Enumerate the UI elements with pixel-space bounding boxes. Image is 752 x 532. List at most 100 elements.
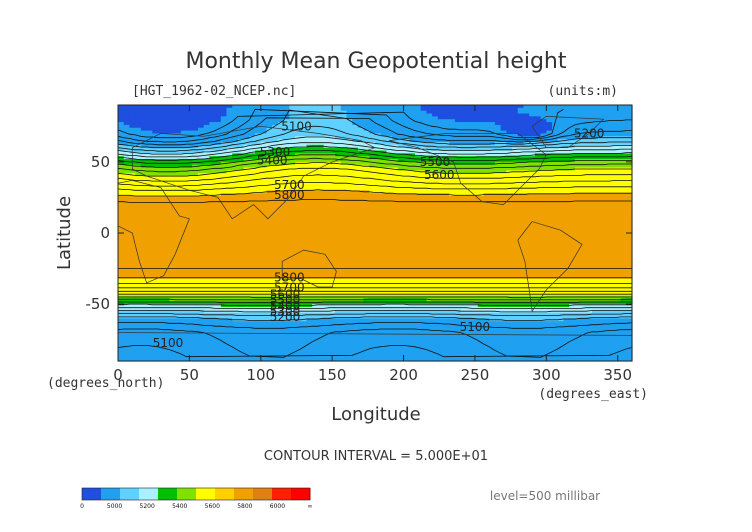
band-cell	[597, 198, 605, 203]
band-cell	[289, 176, 296, 180]
band-cell	[609, 218, 616, 223]
band-cell	[260, 261, 268, 265]
band-cell	[340, 218, 348, 223]
band-cell	[500, 159, 507, 163]
band-cell	[557, 252, 565, 257]
band-cell	[186, 130, 193, 135]
band-cell	[597, 127, 605, 132]
band-cell	[135, 198, 142, 203]
band-cell	[329, 190, 336, 194]
band-cell	[454, 122, 462, 126]
band-cell	[563, 130, 570, 135]
band-cell	[489, 173, 496, 177]
band-cell	[232, 147, 239, 152]
band-cell	[489, 204, 496, 208]
band-cell	[597, 176, 605, 180]
band-cell	[506, 116, 513, 120]
band-cell	[226, 255, 233, 260]
band-cell	[369, 184, 376, 189]
band-cell	[306, 250, 313, 254]
band-cell	[169, 230, 176, 234]
band-cell	[603, 224, 610, 228]
band-cell	[226, 133, 233, 137]
band-cell	[477, 244, 485, 248]
band-cell	[346, 244, 353, 248]
band-cell	[180, 139, 188, 143]
band-cell	[397, 230, 405, 234]
band-cell	[129, 258, 136, 263]
band-cell	[397, 207, 405, 211]
band-cell	[140, 147, 148, 152]
band-cell	[312, 233, 319, 237]
band-cell	[140, 244, 148, 248]
band-cell	[237, 116, 245, 120]
band-cell	[243, 170, 250, 174]
band-cell	[369, 153, 376, 157]
band-cell	[437, 105, 445, 109]
band-cell	[192, 255, 199, 260]
band-cell	[420, 139, 427, 143]
band-cell	[517, 107, 525, 112]
band-cell	[603, 230, 610, 234]
band-cell	[477, 124, 485, 129]
band-cell	[306, 119, 313, 123]
band-cell	[569, 227, 576, 231]
band-cell	[386, 201, 393, 206]
band-cell	[586, 255, 593, 260]
band-cell	[363, 139, 370, 143]
band-cell	[489, 127, 496, 132]
band-cell	[329, 204, 336, 208]
band-cell	[592, 127, 599, 132]
band-cell	[186, 255, 193, 260]
band-cell	[472, 207, 479, 211]
band-cell	[186, 153, 193, 157]
band-cell	[272, 196, 279, 200]
band-cell	[437, 107, 445, 112]
band-cell	[489, 147, 496, 152]
band-cell	[403, 252, 410, 257]
band-cell	[546, 198, 553, 203]
band-cell	[563, 176, 570, 180]
band-cell	[517, 113, 525, 117]
band-cell	[357, 258, 365, 263]
band-cell	[626, 247, 633, 251]
band-cell	[118, 224, 125, 228]
band-cell	[329, 221, 336, 226]
band-cell	[494, 110, 502, 115]
band-cell	[403, 198, 410, 203]
band-cell	[546, 153, 553, 157]
band-cell	[597, 141, 605, 146]
band-cell	[603, 176, 610, 180]
band-cell	[472, 238, 479, 243]
band-cell	[409, 238, 416, 243]
band-cell	[123, 130, 131, 135]
band-cell	[215, 144, 222, 149]
band-cell	[329, 139, 336, 143]
band-cell	[454, 105, 462, 109]
band-cell	[169, 178, 176, 183]
band-cell	[363, 153, 370, 157]
band-cell	[249, 227, 256, 231]
band-cell	[232, 235, 239, 240]
band-cell	[203, 255, 210, 260]
band-cell	[540, 190, 547, 194]
band-cell	[226, 258, 233, 263]
band-cell	[283, 119, 290, 123]
band-cell	[260, 161, 268, 166]
band-cell	[209, 258, 216, 263]
band-cell	[363, 244, 370, 248]
band-cell	[500, 116, 507, 120]
band-cell	[118, 176, 125, 180]
band-cell	[175, 156, 182, 160]
band-cell	[506, 210, 513, 214]
band-cell	[483, 184, 490, 189]
band-cell	[363, 213, 370, 217]
band-cell	[260, 201, 268, 206]
band-cell	[620, 139, 627, 143]
band-cell	[386, 167, 393, 172]
band-cell	[300, 124, 308, 129]
band-cell	[289, 230, 296, 234]
band-cell	[272, 110, 279, 115]
band-cell	[169, 130, 176, 135]
band-cell	[209, 193, 216, 197]
